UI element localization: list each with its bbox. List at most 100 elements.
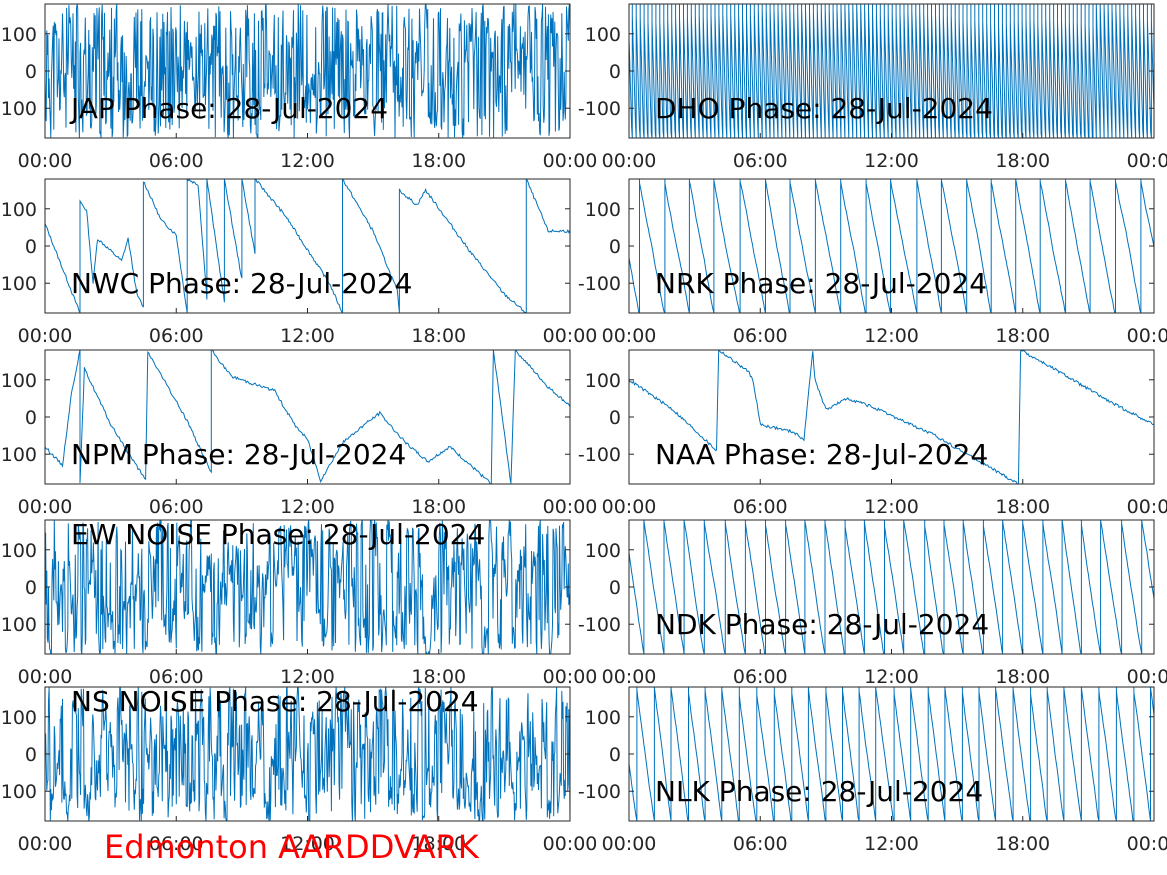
y-tick-label: 100: [585, 24, 621, 46]
series-line-jap: [45, 4, 570, 138]
station-footer: Edmonton AARDDVARK: [104, 828, 479, 866]
y-tick-label: 100: [1, 540, 37, 562]
panel-npm: 100 0 -100 00:00 06:00 12:00 18:00 00:00 NPM Pha…: [0, 349, 598, 518]
panel-nlk: 100 0 -100 00:00 06:00 12:00 18:00 00:00 NLK Pha…: [578, 686, 1167, 855]
x-tick-label: 06:00: [733, 325, 788, 347]
panel-jap: 100 0 -100 00:00 06:00 12:00 18:00 00:00 JAP Pha…: [0, 3, 598, 172]
x-tick-label: 06:00: [733, 150, 788, 172]
y-tick-label: 100: [585, 199, 621, 221]
x-tick-label: 00:00: [602, 150, 657, 172]
series-line-naa: [629, 350, 1154, 484]
x-tick-label: 00:00: [543, 666, 598, 688]
x-tick-label: 06:00: [733, 496, 788, 518]
y-tick-label: 0: [25, 407, 37, 429]
x-tick-label: 00:00: [1127, 496, 1167, 518]
x-tick-label: 12:00: [280, 833, 335, 855]
y-tick-label: -100: [0, 781, 37, 803]
series-line-nlk: [629, 687, 1154, 821]
x-tick-label: 00:00: [18, 666, 73, 688]
y-tick-label: 0: [25, 236, 37, 258]
y-tick-label: 0: [609, 236, 621, 258]
panel-nrk: 100 0 -100 00:00 06:00 12:00 18:00 00:00 NRK Pha…: [578, 178, 1167, 347]
panel-title: JAP Phase: 28-Jul-2024: [69, 92, 388, 125]
x-tick-label: 00:00: [602, 833, 657, 855]
y-tick-label: -100: [578, 614, 621, 636]
y-tick-label: 100: [585, 370, 621, 392]
x-tick-label: 06:00: [149, 496, 204, 518]
panel-naa: 100 0 -100 00:00 06:00 12:00 18:00 00:00 NAA Pha…: [578, 349, 1167, 518]
series-line-nsnoise: [45, 687, 570, 821]
y-tick-label: -100: [578, 444, 621, 466]
panel-title: DHO Phase: 28-Jul-2024: [655, 92, 993, 125]
x-tick-label: 18:00: [995, 325, 1050, 347]
x-tick-label: 18:00: [411, 666, 466, 688]
y-tick-label: -100: [0, 98, 37, 120]
panel-ewnoise: 100 0 -100 00:00 06:00 12:00 18:00 00:00 EW NOIS…: [0, 518, 597, 688]
panel-title: NLK Phase: 28-Jul-2024: [655, 775, 983, 808]
y-tick-label: 0: [25, 577, 37, 599]
x-tick-label: 00:00: [1127, 325, 1167, 347]
panel-title: EW NOISE Phase: 28-Jul-2024: [71, 518, 485, 551]
x-tick-label: 18:00: [411, 496, 466, 518]
panel-title: NAA Phase: 28-Jul-2024: [655, 438, 988, 471]
y-tick-label: 100: [585, 707, 621, 729]
x-tick-label: 18:00: [995, 496, 1050, 518]
panel-nwc: 100 0 -100 00:00 06:00 12:00 18:00 00:00 NWC Pha…: [0, 178, 598, 347]
x-tick-label: 12:00: [280, 325, 335, 347]
y-tick-label: 0: [25, 61, 37, 83]
series-line-nrk: [629, 179, 1154, 313]
y-tick-label: 100: [585, 540, 621, 562]
x-tick-label: 12:00: [280, 666, 335, 688]
panel-title: NRK Phase: 28-Jul-2024: [655, 267, 987, 300]
series-line-nwc: [45, 179, 570, 313]
series-line-ndk: [629, 520, 1154, 654]
panel-dho: 100 0 -100 00:00 06:00 12:00 18:00 00:00 DHO Pha…: [578, 3, 1167, 172]
x-tick-label: 18:00: [995, 666, 1050, 688]
x-tick-label: 12:00: [280, 150, 335, 172]
y-tick-label: 100: [1, 370, 37, 392]
x-tick-label: 00:00: [1127, 150, 1167, 172]
panel-title: NWC Phase: 28-Jul-2024: [71, 267, 412, 300]
y-tick-label: 0: [609, 577, 621, 599]
y-tick-label: -100: [578, 98, 621, 120]
x-tick-label: 00:00: [543, 496, 598, 518]
x-tick-label: 12:00: [864, 833, 919, 855]
y-tick-label: -100: [0, 444, 37, 466]
x-tick-label: 12:00: [864, 666, 919, 688]
x-tick-label: 00:00: [18, 325, 73, 347]
x-tick-label: 00:00: [18, 496, 73, 518]
panel-title: NPM Phase: 28-Jul-2024: [71, 438, 406, 471]
panel-title: NDK Phase: 28-Jul-2024: [655, 608, 989, 641]
series-line-ewnoise: [45, 520, 570, 654]
panel-nsnoise: 100 0 -100 00:00 06:00 12:00 18:00 00:00 NS NOIS…: [0, 685, 597, 855]
x-tick-label: 00:00: [602, 325, 657, 347]
y-tick-label: -100: [578, 273, 621, 295]
x-tick-label: 18:00: [411, 325, 466, 347]
x-tick-label: 00:00: [18, 833, 73, 855]
x-tick-label: 00:00: [602, 496, 657, 518]
x-tick-label: 06:00: [149, 666, 204, 688]
y-tick-label: 100: [1, 707, 37, 729]
x-tick-label: 00:00: [543, 150, 598, 172]
panel-ndk: 100 0 -100 00:00 06:00 12:00 18:00 00:00 NDK Pha…: [578, 519, 1167, 688]
x-tick-label: 00:00: [1127, 666, 1167, 688]
x-tick-label: 12:00: [864, 496, 919, 518]
y-tick-label: -100: [0, 614, 37, 636]
y-tick-label: 0: [25, 744, 37, 766]
y-tick-label: -100: [578, 781, 621, 803]
x-tick-label: 00:00: [543, 833, 598, 855]
x-tick-label: 06:00: [149, 325, 204, 347]
y-tick-label: 0: [609, 61, 621, 83]
x-tick-label: 00:00: [543, 325, 598, 347]
y-tick-label: 100: [1, 24, 37, 46]
x-tick-label: 18:00: [411, 150, 466, 172]
y-tick-label: 0: [609, 407, 621, 429]
x-tick-label: 00:00: [602, 666, 657, 688]
series-line-npm: [45, 350, 570, 484]
x-tick-label: 18:00: [995, 150, 1050, 172]
x-tick-label: 06:00: [733, 833, 788, 855]
x-tick-label: 18:00: [995, 833, 1050, 855]
x-tick-label: 06:00: [733, 666, 788, 688]
y-tick-label: 0: [609, 744, 621, 766]
